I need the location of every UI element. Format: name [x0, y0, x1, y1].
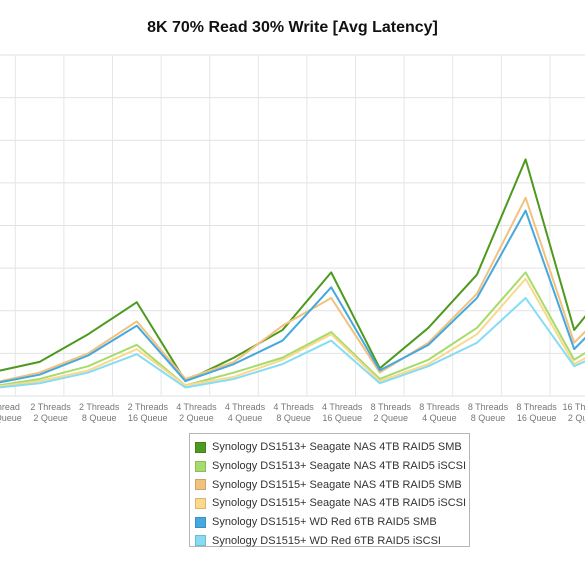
legend-swatch [195, 460, 206, 472]
series-line-5 [0, 209, 585, 384]
x-tick-label-queue: 2 Queue [179, 413, 214, 423]
legend-item[interactable]: Synology DS1513+ Seagate NAS 4TB RAID5 i… [190, 457, 469, 476]
legend-label: Synology DS1513+ Seagate NAS 4TB RAID5 S… [212, 441, 462, 454]
legend: Synology DS1513+ Seagate NAS 4TB RAID5 S… [189, 433, 470, 547]
x-tick-label-queue: 2 Queue [33, 413, 68, 423]
legend-item[interactable]: Synology DS1515+ WD Red 6TB RAID5 iSCSI [190, 531, 469, 550]
x-tick-label-threads: 4 Threads [176, 402, 217, 412]
legend-item[interactable]: Synology DS1515+ Seagate NAS 4TB RAID5 S… [190, 475, 469, 494]
legend-item[interactable]: Synology DS1513+ Seagate NAS 4TB RAID5 S… [190, 438, 469, 457]
x-tick-label-threads: 2 Threads [79, 402, 120, 412]
x-tick-label-queue: 2 Queue [374, 413, 409, 423]
x-tick-label-threads: 16 Threads [563, 402, 585, 412]
x-tick-label-threads: 1 Thread [0, 402, 20, 412]
x-tick-label-queue: 16 Queue [0, 413, 22, 423]
x-tick-label-threads: 8 Threads [516, 402, 557, 412]
legend-label: Synology DS1515+ Seagate NAS 4TB RAID5 S… [212, 478, 462, 491]
legend-label: Synology DS1515+ WD Red 6TB RAID5 SMB [212, 516, 437, 529]
series-lines [0, 158, 585, 389]
legend-swatch [195, 441, 206, 453]
legend-swatch [195, 535, 206, 547]
x-tick-label-threads: 4 Threads [225, 402, 266, 412]
x-tick-label-threads: 2 Threads [30, 402, 71, 412]
series-line-3 [0, 196, 585, 383]
x-tick-label-threads: 4 Threads [322, 402, 363, 412]
legend-swatch [195, 479, 206, 491]
legend-label: Synology DS1515+ WD Red 6TB RAID5 iSCSI [212, 534, 441, 547]
x-tick-label-queue: 8 Queue [82, 413, 117, 423]
x-tick-label-queue: 4 Queue [228, 413, 263, 423]
x-tick-label-queue: 8 Queue [471, 413, 506, 423]
x-tick-label-queue: 4 Queue [422, 413, 457, 423]
legend-swatch [195, 516, 206, 528]
x-tick-label-queue: 16 Queue [517, 413, 557, 423]
series-line-6 [0, 296, 585, 389]
x-tick-label-queue: 16 Queue [128, 413, 168, 423]
legend-swatch [195, 497, 206, 509]
x-tick-label-threads: 4 Threads [273, 402, 314, 412]
legend-label: Synology DS1513+ Seagate NAS 4TB RAID5 i… [212, 460, 467, 473]
chart-title: 8K 70% Read 30% Write [Avg Latency] [147, 19, 438, 36]
series-line-1 [0, 158, 585, 383]
grid-lines [0, 54, 585, 397]
x-tick-label-queue: 8 Queue [276, 413, 311, 423]
x-tick-label-threads: 8 Threads [419, 402, 460, 412]
x-tick-label-threads: 8 Threads [371, 402, 412, 412]
legend-label: Synology DS1515+ Seagate NAS 4TB RAID5 i… [212, 497, 467, 510]
x-tick-label-threads: 8 Threads [468, 402, 509, 412]
series-line-2 [0, 271, 585, 387]
x-tick-label-queue: 16 Queue [322, 413, 362, 423]
x-tick-label-threads: 2 Threads [128, 402, 169, 412]
series-line-4 [0, 277, 585, 388]
x-tick-label-queue: 2 Queue [568, 413, 585, 423]
legend-item[interactable]: Synology DS1515+ Seagate NAS 4TB RAID5 i… [190, 494, 469, 513]
legend-item[interactable]: Synology DS1515+ WD Red 6TB RAID5 SMB [190, 513, 469, 532]
